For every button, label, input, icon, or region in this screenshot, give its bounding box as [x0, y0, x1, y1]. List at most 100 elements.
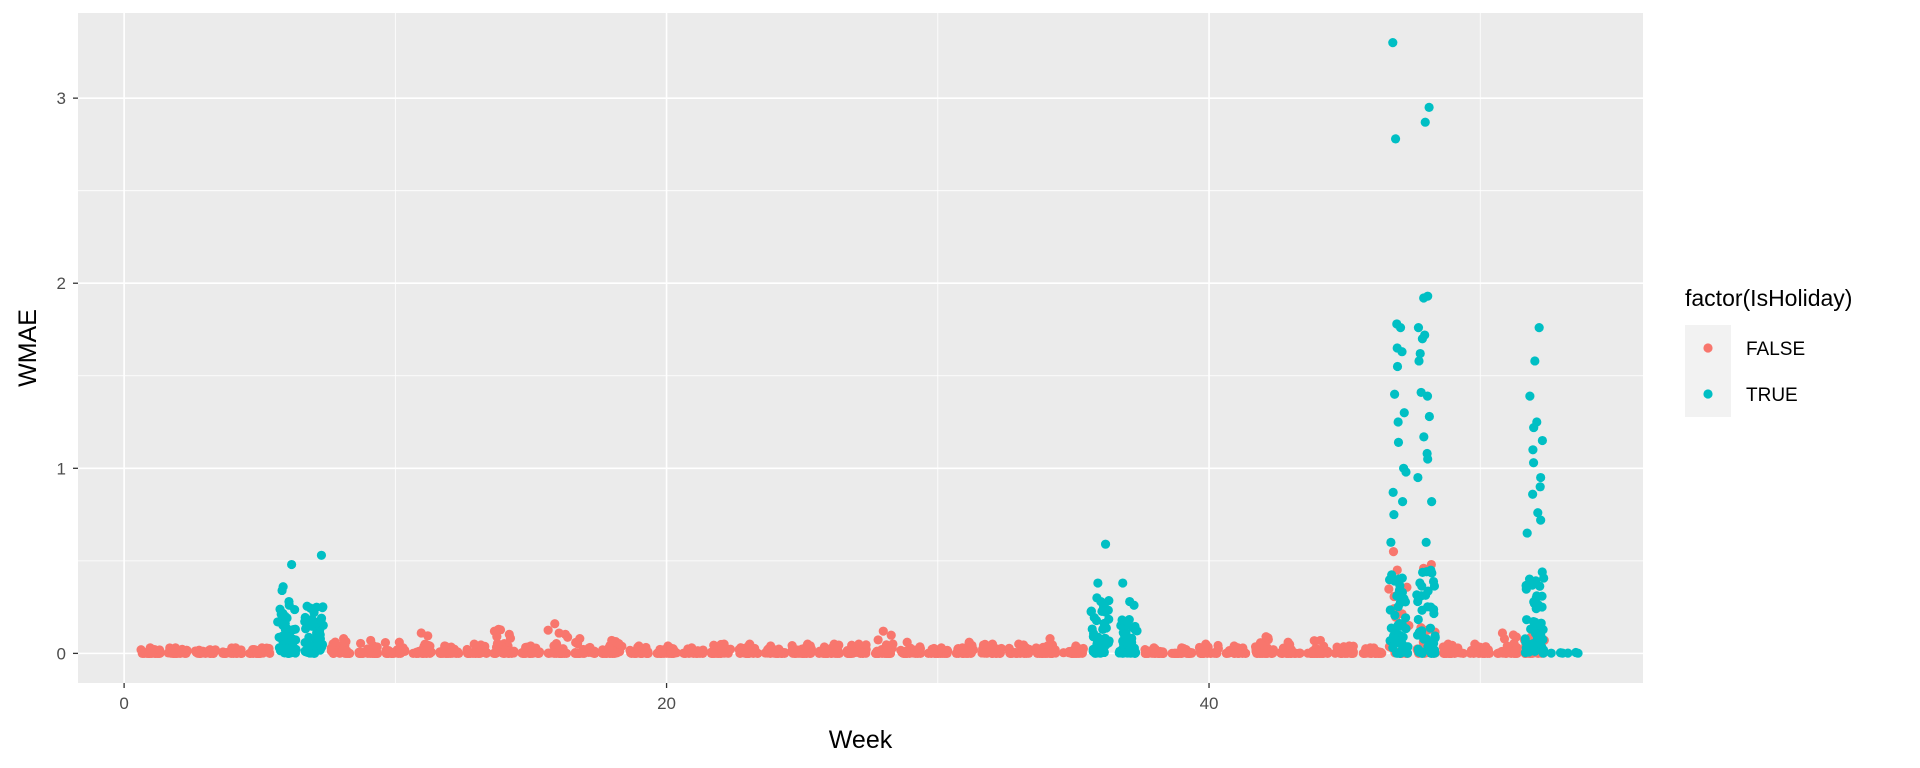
- point-false: [1045, 633, 1055, 644]
- point-true: [1392, 361, 1403, 372]
- point-false: [1213, 640, 1223, 651]
- point-false: [881, 640, 892, 650]
- point-false: [1014, 639, 1024, 649]
- point-true: [316, 613, 327, 623]
- point-false: [987, 639, 998, 649]
- point-true: [1526, 624, 1536, 634]
- point-false: [871, 648, 881, 658]
- point-true: [287, 559, 297, 570]
- point-false: [342, 646, 352, 656]
- point-false: [355, 638, 366, 649]
- point-false: [366, 635, 376, 646]
- point-true: [1389, 509, 1399, 520]
- point-false: [1315, 635, 1325, 646]
- point-true: [1101, 607, 1111, 617]
- point-false: [858, 648, 868, 658]
- legend-key-true: [1703, 389, 1713, 399]
- legend-label-false: FALSE: [1746, 339, 1805, 360]
- point-true: [1539, 573, 1549, 583]
- point-false: [764, 648, 774, 658]
- point-true: [1424, 411, 1434, 422]
- point-false: [549, 648, 559, 658]
- point-false: [806, 648, 816, 658]
- point-true: [1418, 567, 1428, 577]
- point-false: [534, 648, 544, 658]
- point-true: [1086, 607, 1096, 617]
- point-true: [1413, 323, 1424, 333]
- point-true: [1529, 597, 1539, 607]
- point-true: [1528, 445, 1538, 455]
- point-true: [288, 625, 299, 635]
- point-false: [656, 648, 666, 658]
- point-false: [1494, 648, 1504, 658]
- y-tick-label: 1: [57, 459, 66, 478]
- point-false: [854, 639, 864, 649]
- point-false: [170, 643, 181, 653]
- point-false: [1187, 648, 1197, 658]
- point-false: [394, 637, 404, 647]
- point-false: [328, 648, 339, 658]
- point-true: [1530, 617, 1540, 627]
- point-false: [966, 648, 976, 658]
- point-true: [1130, 621, 1140, 632]
- point-false: [1344, 641, 1354, 651]
- point-true: [1528, 639, 1538, 649]
- point-false: [469, 639, 479, 649]
- point-true: [302, 601, 312, 611]
- point-true: [1388, 487, 1398, 497]
- point-false: [386, 648, 396, 658]
- point-false: [1388, 546, 1399, 557]
- point-true: [1421, 537, 1431, 547]
- point-true: [316, 550, 327, 560]
- point-false: [1443, 639, 1453, 649]
- point-true: [1428, 576, 1439, 587]
- point-false: [416, 628, 426, 638]
- point-false: [194, 648, 204, 658]
- point-true: [1095, 635, 1105, 645]
- point-true: [1571, 647, 1581, 658]
- point-true: [1096, 596, 1106, 607]
- point-true: [1425, 623, 1436, 633]
- point-true: [1102, 635, 1112, 646]
- point-true: [1398, 632, 1408, 642]
- point-false: [1064, 646, 1074, 657]
- x-tick-label: 20: [657, 694, 676, 713]
- point-true: [1117, 615, 1127, 625]
- point-false: [734, 644, 744, 655]
- point-false: [766, 641, 776, 651]
- point-false: [671, 648, 682, 658]
- point-true: [1538, 648, 1548, 658]
- point-true: [1417, 581, 1427, 591]
- point-true: [1535, 482, 1545, 492]
- point-false: [788, 646, 798, 657]
- point-true: [1389, 634, 1399, 644]
- point-true: [1521, 584, 1531, 594]
- point-true: [1097, 644, 1107, 654]
- point-false: [394, 648, 404, 658]
- point-false: [1286, 648, 1296, 658]
- point-false: [504, 629, 514, 640]
- point-false: [601, 648, 612, 658]
- point-false: [492, 632, 502, 642]
- point-false: [575, 633, 585, 644]
- point-false: [634, 641, 644, 651]
- axes: 0 20 40 0 1 2 3: [57, 89, 1219, 713]
- point-true: [1522, 528, 1532, 538]
- x-tick-label: 0: [119, 694, 128, 713]
- point-false: [1240, 648, 1250, 658]
- point-false: [145, 643, 155, 653]
- point-false: [1440, 646, 1450, 656]
- point-false: [1470, 639, 1480, 649]
- point-false: [1465, 648, 1475, 658]
- point-false: [563, 632, 573, 642]
- legend-key-false: [1703, 343, 1713, 353]
- point-false: [745, 639, 755, 649]
- point-false: [355, 647, 365, 657]
- point-false: [820, 645, 830, 656]
- point-true: [1412, 590, 1422, 600]
- point-false: [526, 641, 536, 651]
- point-true: [1528, 458, 1539, 468]
- point-false: [1201, 639, 1211, 649]
- point-false: [230, 643, 241, 653]
